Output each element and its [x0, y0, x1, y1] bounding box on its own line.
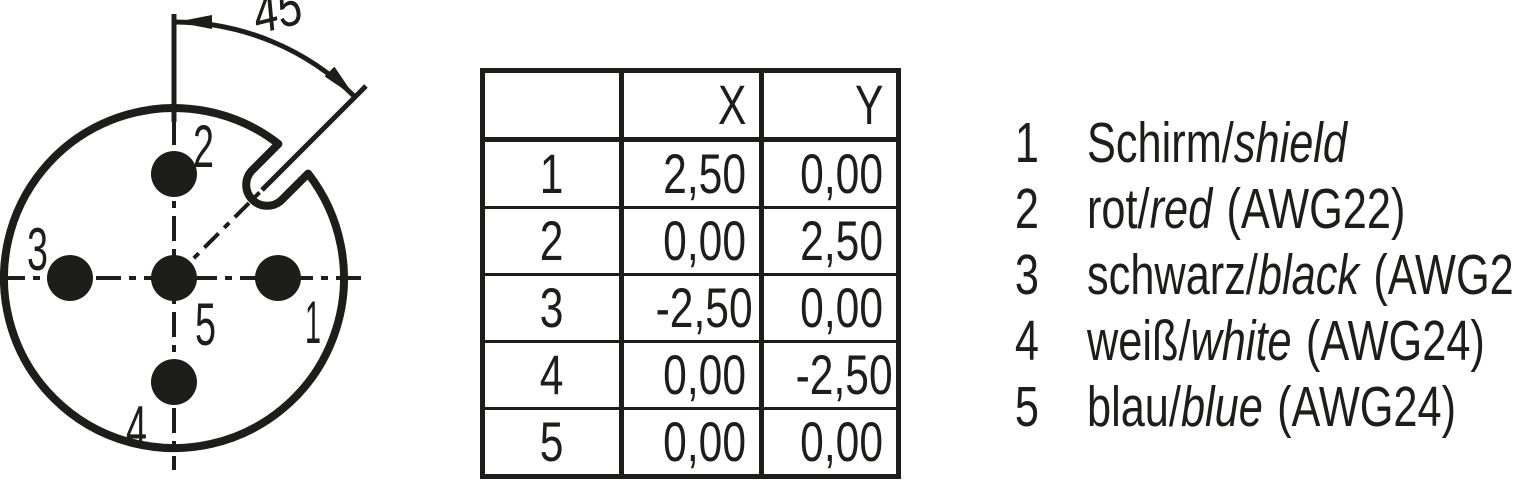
pin-1-label: 1	[305, 289, 321, 356]
legend-item: 2 rot/red (AWG22)	[1003, 176, 1515, 242]
legend-pin-number: 1	[1014, 111, 1039, 175]
legend-pin-number: 3	[1014, 243, 1039, 307]
legend-label-de: rot/	[1087, 177, 1150, 241]
pin-1-dot	[255, 255, 301, 301]
connector-face-svg: 45° 2 3 5 1 4	[0, 0, 368, 470]
legend-pin-number: 4	[1014, 309, 1039, 373]
legend-label-de: blau/	[1087, 375, 1181, 439]
arrowhead-right-icon	[324, 66, 355, 97]
header-cell-x: X	[619, 69, 764, 142]
cell-x: 2,50	[619, 138, 764, 209]
legend-label-de: schwarz/	[1087, 243, 1258, 307]
pin-coordinate-table: X Y 1 2,50 0,00 2 0,00 2,50 3 -2,50	[480, 68, 901, 479]
pin-3-label: 3	[27, 216, 48, 283]
pin-2-dot	[151, 151, 197, 197]
table-row: 3 -2,50 0,00	[480, 273, 901, 343]
cell-y: 0,00	[759, 138, 901, 209]
legend-label-en: red	[1149, 177, 1213, 241]
legend-item: 4 weiß/white (AWG24)	[1003, 308, 1515, 374]
cell-y: 0,00	[759, 273, 901, 343]
legend-label-awg: (AWG24)	[1305, 309, 1485, 373]
cell-pin: 3	[480, 273, 624, 343]
legend-label: blau/blue (AWG24)	[1087, 374, 1456, 440]
legend-label-awg: (AWG22)	[1226, 177, 1406, 241]
pin-2-label: 2	[193, 113, 214, 180]
legend-label-awg: (AWG24)	[1277, 375, 1457, 439]
legend-label-en: shield	[1233, 111, 1348, 175]
pin-3-dot	[47, 255, 93, 301]
pin-5-dot	[151, 255, 197, 301]
cell-x: 0,00	[619, 206, 764, 276]
angle-label: 45°	[246, 0, 325, 46]
legend-item: 3 schwarz/black(AWG22)	[1003, 242, 1515, 308]
table-row: 1 2,50 0,00	[480, 138, 901, 209]
connector-face-diagram: 45° 2 3 5 1 4	[0, 0, 470, 483]
header-cell-y: Y	[759, 69, 901, 142]
legend-pin-number: 2	[1014, 177, 1039, 241]
cell-pin: 5	[480, 407, 624, 478]
legend-label-en: blue	[1180, 375, 1263, 439]
legend-label-de: weiß/	[1087, 309, 1191, 373]
table-row: 5 0,00 0,00	[480, 407, 901, 478]
legend-label: weiß/white (AWG24)	[1087, 308, 1485, 374]
pin-4-dot	[151, 359, 197, 405]
arrowhead-left-icon	[176, 15, 212, 29]
cell-x: 0,00	[619, 407, 764, 478]
legend-label: rot/red (AWG22)	[1087, 176, 1405, 242]
cell-y: 0,00	[759, 407, 901, 478]
cell-pin: 2	[480, 206, 624, 276]
wire-legend: 1 Schirm/shield 2 rot/red (AWG22) 3 schwa…	[1003, 110, 1515, 440]
table-header-row: X Y	[480, 69, 901, 142]
table-row: 4 0,00 -2,50	[480, 340, 901, 410]
pin-4-label: 4	[126, 394, 147, 461]
legend-label: schwarz/black(AWG22)	[1087, 242, 1515, 308]
legend-item: 5 blau/blue (AWG24)	[1003, 374, 1515, 440]
legend-label-awg: (AWG22)	[1373, 243, 1515, 307]
legend-pin-number: 5	[1014, 375, 1039, 439]
pin-table: X Y 1 2,50 0,00 2 0,00 2,50 3 -2,50	[480, 68, 901, 479]
keyway-axis-line	[260, 84, 368, 192]
legend-label: Schirm/shield	[1087, 110, 1361, 176]
cell-y: 2,50	[759, 206, 901, 276]
legend-label-en: black	[1257, 243, 1360, 307]
legend-item: 1 Schirm/shield	[1003, 110, 1515, 176]
cell-pin: 1	[480, 138, 624, 209]
pin-5-label: 5	[195, 291, 216, 358]
legend-label-de: Schirm/	[1087, 111, 1234, 175]
cell-y: -2,50	[759, 340, 901, 410]
header-cell-blank	[480, 69, 624, 142]
legend-label-en: white	[1190, 309, 1292, 373]
cell-pin: 4	[480, 340, 624, 410]
cell-x: -2,50	[619, 273, 764, 343]
cell-x: 0,00	[619, 340, 764, 410]
table-row: 2 0,00 2,50	[480, 206, 901, 276]
